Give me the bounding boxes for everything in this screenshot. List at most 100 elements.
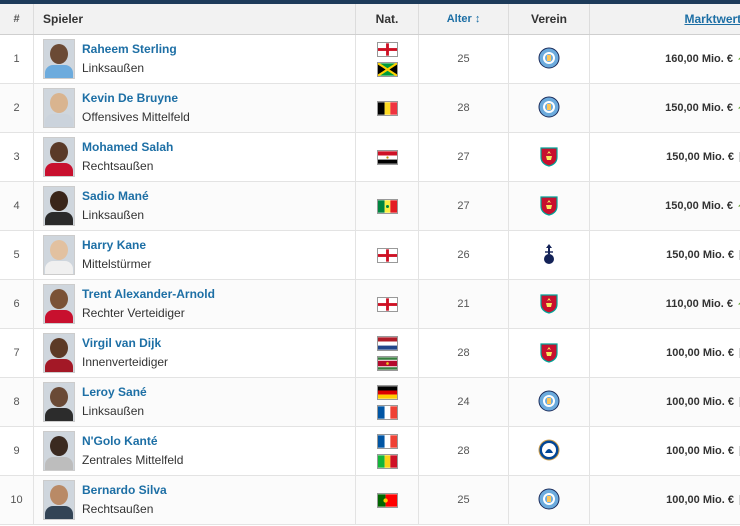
player-name-link[interactable]: Mohamed Salah bbox=[82, 140, 174, 154]
table-row: 3 Mohamed Salah Rechtsaußen 27 150,00 Mi… bbox=[0, 132, 740, 182]
club-tottenham-icon[interactable] bbox=[541, 242, 557, 269]
club-manchester-city-icon[interactable] bbox=[538, 488, 560, 513]
nationality-cell bbox=[355, 377, 419, 427]
age-cell: 25 bbox=[418, 34, 509, 84]
club-cell bbox=[508, 426, 590, 476]
player-position: Mittelstürmer bbox=[82, 257, 152, 271]
market-value-cell: 100,00 Mio. € bbox=[589, 328, 740, 378]
market-value-table: # Spieler Nat. Alter ↕ Verein Marktwert … bbox=[0, 4, 740, 525]
rank-value: 6 bbox=[13, 298, 20, 310]
rank-value: 10 bbox=[10, 494, 23, 506]
market-value-cell: 150,00 Mio. € bbox=[589, 230, 740, 280]
market-value[interactable]: 100,00 Mio. € bbox=[666, 494, 734, 506]
club-manchester-city-icon[interactable] bbox=[538, 96, 560, 121]
player-photo[interactable] bbox=[43, 382, 75, 422]
age-cell: 21 bbox=[418, 279, 509, 329]
market-value[interactable]: 100,00 Mio. € bbox=[666, 396, 734, 408]
age-cell: 24 bbox=[418, 377, 509, 427]
player-position: Offensives Mittelfeld bbox=[82, 110, 190, 124]
rank-value: 5 bbox=[13, 249, 20, 261]
market-value[interactable]: 150,00 Mio. € bbox=[666, 249, 734, 261]
club-manchester-city-icon[interactable] bbox=[538, 390, 560, 415]
market-value[interactable]: 100,00 Mio. € bbox=[666, 347, 734, 359]
player-photo[interactable] bbox=[43, 39, 75, 79]
header-rank: # bbox=[0, 4, 34, 35]
table-row: 6 Trent Alexander-Arnold Rechter Verteid… bbox=[0, 279, 740, 329]
header-nationality: Nat. bbox=[355, 4, 419, 35]
sort-both-icon: ↕ bbox=[474, 13, 481, 25]
market-value-cell: 110,00 Mio. € bbox=[589, 279, 740, 329]
player-cell: Virgil van Dijk Innenverteidiger bbox=[33, 328, 356, 378]
market-value-cell: 150,00 Mio. € bbox=[589, 181, 740, 231]
club-liverpool-icon[interactable] bbox=[539, 194, 559, 219]
market-value[interactable]: 160,00 Mio. € bbox=[665, 53, 733, 65]
nationality-cell bbox=[355, 426, 419, 476]
flag-suriname-icon bbox=[376, 355, 398, 371]
rank-cell: 8 bbox=[0, 377, 34, 427]
rank-value: 7 bbox=[13, 347, 20, 359]
rank-value: 8 bbox=[13, 396, 20, 408]
player-name-link[interactable]: Sadio Mané bbox=[82, 189, 149, 203]
market-value-cell: 150,00 Mio. € bbox=[589, 83, 740, 133]
club-cell bbox=[508, 279, 590, 329]
player-photo[interactable] bbox=[43, 137, 75, 177]
player-name-link[interactable]: Trent Alexander-Arnold bbox=[82, 287, 215, 301]
player-photo[interactable] bbox=[43, 88, 75, 128]
header-market-value-label: Marktwert bbox=[684, 12, 740, 26]
club-manchester-city-icon[interactable] bbox=[538, 47, 560, 72]
club-cell bbox=[508, 475, 590, 525]
table-row: 2 Kevin De Bruyne Offensives Mittelfeld … bbox=[0, 83, 740, 133]
market-value[interactable]: 150,00 Mio. € bbox=[665, 200, 733, 212]
player-name-link[interactable]: Virgil van Dijk bbox=[82, 336, 162, 350]
age-cell: 28 bbox=[418, 83, 509, 133]
header-age-sort[interactable]: Alter ↕ bbox=[418, 4, 509, 35]
club-liverpool-icon[interactable] bbox=[539, 145, 559, 170]
rank-value: 1 bbox=[13, 53, 20, 65]
nationality-cell bbox=[355, 475, 419, 525]
player-position: Innenverteidiger bbox=[82, 355, 169, 369]
nationality-cell bbox=[355, 83, 419, 133]
market-value[interactable]: 150,00 Mio. € bbox=[665, 102, 733, 114]
club-liverpool-icon[interactable] bbox=[539, 292, 559, 317]
player-name-link[interactable]: Kevin De Bruyne bbox=[82, 91, 179, 105]
player-name-link[interactable]: Bernardo Silva bbox=[82, 483, 167, 497]
table-row: 4 Sadio Mané Linksaußen 27 150,00 Mio. € bbox=[0, 181, 740, 231]
player-name-link[interactable]: Leroy Sané bbox=[82, 385, 147, 399]
market-value-cell: 100,00 Mio. € bbox=[589, 377, 740, 427]
age-value: 25 bbox=[457, 494, 470, 506]
player-photo[interactable] bbox=[43, 333, 75, 373]
player-photo[interactable] bbox=[43, 284, 75, 324]
age-value: 27 bbox=[457, 200, 470, 212]
flag-england-icon bbox=[376, 296, 398, 312]
table-row: 8 Leroy Sané Linksaußen 24 100,00 Mio. € bbox=[0, 377, 740, 427]
rank-value: 4 bbox=[13, 200, 20, 212]
age-value: 28 bbox=[457, 347, 470, 359]
player-photo[interactable] bbox=[43, 235, 75, 275]
age-cell: 26 bbox=[418, 230, 509, 280]
header-market-value-sort[interactable]: Marktwert ↓ bbox=[589, 4, 740, 35]
rank-cell: 3 bbox=[0, 132, 34, 182]
player-photo[interactable] bbox=[43, 431, 75, 471]
rank-cell: 4 bbox=[0, 181, 34, 231]
player-photo[interactable] bbox=[43, 480, 75, 520]
player-position: Linksaußen bbox=[82, 404, 145, 418]
market-value[interactable]: 150,00 Mio. € bbox=[666, 151, 734, 163]
player-name-link[interactable]: N'Golo Kanté bbox=[82, 434, 158, 448]
club-liverpool-icon[interactable] bbox=[539, 341, 559, 366]
player-name-link[interactable]: Raheem Sterling bbox=[82, 42, 177, 56]
club-chelsea-icon[interactable] bbox=[538, 439, 560, 464]
age-cell: 27 bbox=[418, 181, 509, 231]
player-position: Linksaußen bbox=[82, 208, 145, 222]
age-value: 24 bbox=[457, 396, 470, 408]
market-value[interactable]: 110,00 Mio. € bbox=[665, 298, 733, 310]
player-position: Rechtsaußen bbox=[82, 159, 154, 173]
flag-senegal-icon bbox=[376, 198, 398, 214]
player-name-link[interactable]: Harry Kane bbox=[82, 238, 147, 252]
table-row: 5 Harry Kane Mittelstürmer 26 150,00 Mio… bbox=[0, 230, 740, 280]
flag-france-icon bbox=[376, 404, 398, 420]
flag-england-icon bbox=[376, 247, 398, 263]
market-value[interactable]: 100,00 Mio. € bbox=[666, 445, 734, 457]
age-value: 21 bbox=[457, 298, 470, 310]
club-cell bbox=[508, 377, 590, 427]
player-photo[interactable] bbox=[43, 186, 75, 226]
